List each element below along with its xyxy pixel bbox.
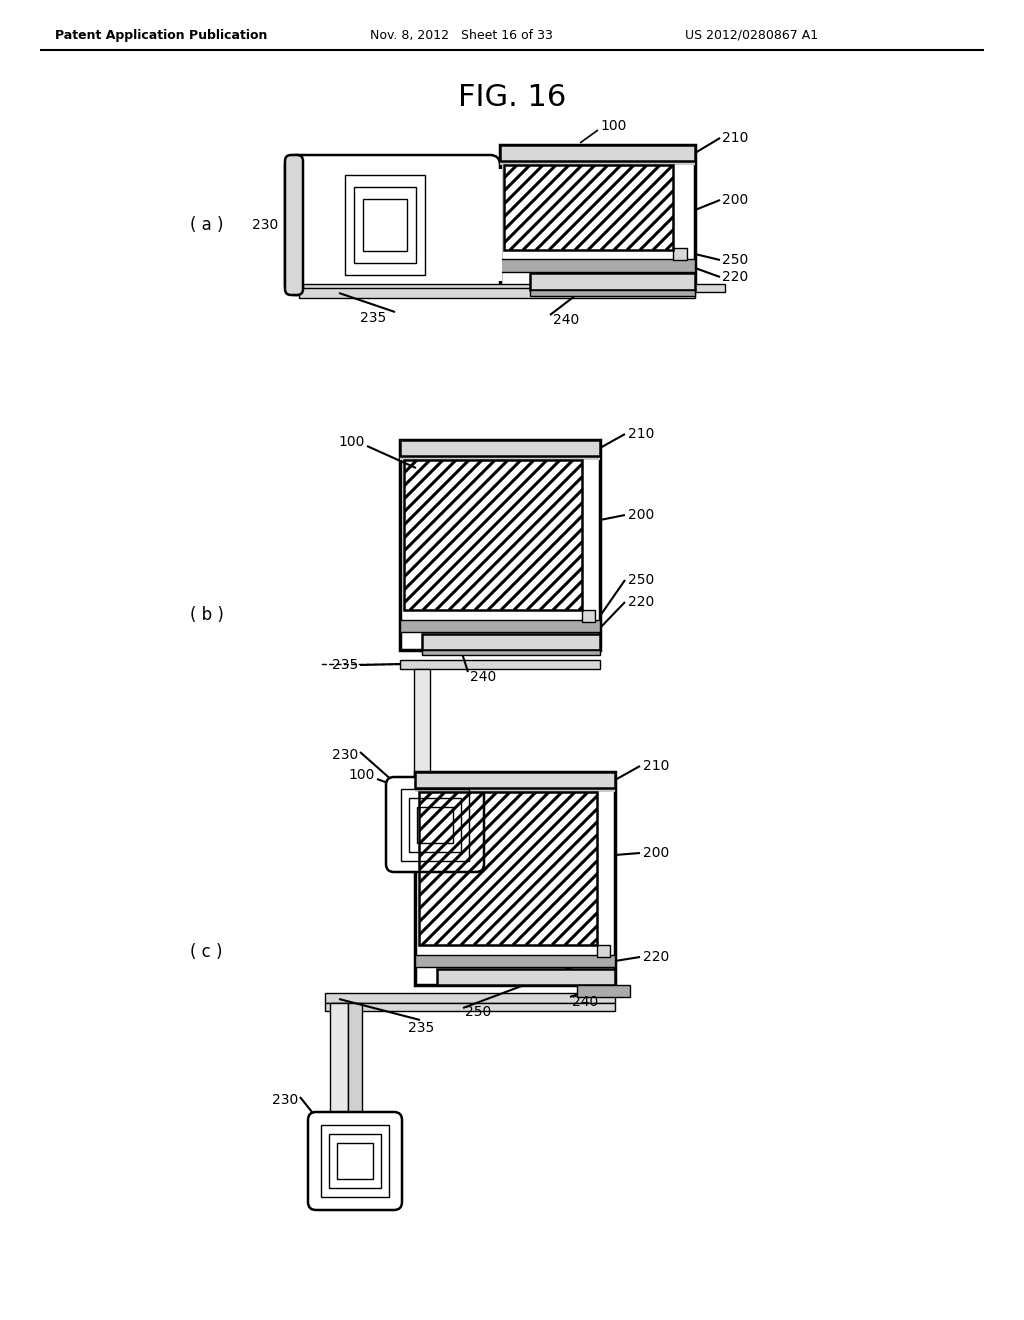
Text: FIG. 16: FIG. 16 <box>458 83 566 112</box>
Text: 235: 235 <box>408 1020 434 1035</box>
Bar <box>422 649 600 655</box>
Bar <box>673 248 687 260</box>
Bar <box>344 176 425 275</box>
Bar <box>409 797 461 851</box>
Bar <box>303 284 725 292</box>
Bar <box>400 440 600 649</box>
Bar <box>389 780 481 869</box>
Bar <box>400 660 600 669</box>
Bar <box>437 969 615 985</box>
Bar <box>325 993 615 1003</box>
Bar <box>362 199 407 251</box>
FancyBboxPatch shape <box>308 1111 402 1210</box>
Bar <box>500 145 695 161</box>
Bar <box>404 459 582 610</box>
Bar <box>504 165 673 249</box>
Text: 100: 100 <box>348 768 375 781</box>
Bar <box>404 459 582 610</box>
Bar <box>500 145 695 290</box>
Bar <box>353 187 416 263</box>
Text: 100: 100 <box>339 436 365 449</box>
Text: 235: 235 <box>360 312 386 325</box>
Bar <box>415 772 615 788</box>
Text: 235: 235 <box>332 657 358 672</box>
Bar <box>419 792 597 945</box>
Text: 230: 230 <box>332 748 358 762</box>
Text: 220: 220 <box>722 271 749 284</box>
Bar <box>582 610 595 622</box>
Bar <box>500 259 695 272</box>
Bar <box>299 288 695 298</box>
Text: Patent Application Publication: Patent Application Publication <box>55 29 267 41</box>
Bar <box>415 788 615 792</box>
Text: 210: 210 <box>628 426 654 441</box>
Text: 100: 100 <box>600 119 627 133</box>
Text: 250: 250 <box>722 253 749 267</box>
Bar <box>337 1143 373 1179</box>
Bar <box>504 165 673 249</box>
Text: 240: 240 <box>553 313 580 327</box>
Bar <box>299 169 502 281</box>
Bar <box>422 634 600 649</box>
Text: 220: 220 <box>628 595 654 609</box>
Bar <box>400 620 600 632</box>
Bar <box>303 169 500 281</box>
Bar <box>325 1003 615 1011</box>
Bar <box>348 1003 362 1115</box>
Bar <box>415 772 615 985</box>
FancyBboxPatch shape <box>285 154 303 294</box>
Bar <box>419 792 597 945</box>
Bar <box>597 945 610 957</box>
Bar <box>329 1134 381 1188</box>
Text: 230: 230 <box>252 218 278 232</box>
Bar <box>311 1115 399 1206</box>
Text: 250: 250 <box>465 1005 492 1019</box>
Bar <box>500 161 695 165</box>
Bar <box>530 290 695 296</box>
Text: Nov. 8, 2012   Sheet 16 of 33: Nov. 8, 2012 Sheet 16 of 33 <box>370 29 553 41</box>
Bar <box>400 440 600 455</box>
Text: 200: 200 <box>722 193 749 207</box>
Text: 210: 210 <box>722 131 749 145</box>
Text: 210: 210 <box>643 759 670 774</box>
Text: US 2012/0280867 A1: US 2012/0280867 A1 <box>685 29 818 41</box>
Text: ( a ): ( a ) <box>190 216 223 234</box>
FancyBboxPatch shape <box>285 154 500 294</box>
Text: 200: 200 <box>628 508 654 521</box>
Bar <box>417 807 453 842</box>
Bar <box>504 165 673 249</box>
FancyBboxPatch shape <box>386 777 484 873</box>
Bar <box>330 1003 348 1115</box>
Bar <box>400 455 600 459</box>
Text: 240: 240 <box>572 995 598 1008</box>
Bar <box>419 792 597 945</box>
Bar <box>530 273 695 290</box>
Text: ( b ): ( b ) <box>190 606 224 624</box>
Text: 200: 200 <box>643 846 670 861</box>
Bar <box>415 954 615 968</box>
Bar <box>401 788 469 861</box>
Text: ( c ): ( c ) <box>190 942 222 961</box>
Bar <box>321 1125 389 1197</box>
Text: 220: 220 <box>643 950 670 964</box>
Text: 250: 250 <box>628 573 654 587</box>
Bar <box>414 669 430 781</box>
Bar <box>577 985 630 997</box>
Text: 230: 230 <box>271 1093 298 1107</box>
Bar <box>404 459 582 610</box>
Text: 240: 240 <box>470 671 497 684</box>
